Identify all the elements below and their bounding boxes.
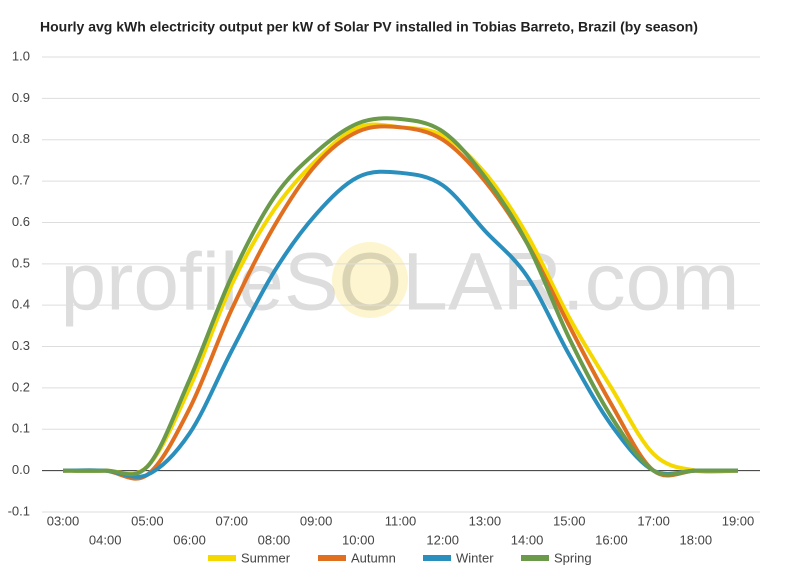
y-tick-label: 0.6 [12,214,30,229]
y-tick-label: 0.8 [12,131,30,146]
chart-title: Hourly avg kWh electricity output per kW… [40,19,698,35]
legend-label: Winter [456,550,494,565]
y-tick-label: 0.4 [12,297,30,312]
legend-label: Summer [241,550,291,565]
x-tick-label: 16:00 [595,532,628,547]
x-tick-label: 14:00 [511,532,544,547]
y-tick-label: 0.1 [12,421,30,436]
legend-swatch [521,555,549,561]
x-tick-label: 19:00 [722,513,755,528]
legend-swatch [423,555,451,561]
legend-label: Autumn [351,550,396,565]
x-tick-label: 11:00 [385,513,417,528]
y-tick-label: 1.0 [12,48,30,63]
x-tick-label: 05:00 [131,513,164,528]
x-tick-label: 17:00 [637,513,670,528]
legend-swatch [208,555,236,561]
x-tick-label: 13:00 [469,513,502,528]
x-tick-label: 03:00 [47,513,80,528]
x-tick-label: 15:00 [553,513,586,528]
y-tick-label: 0.0 [12,462,30,477]
x-tick-label: 09:00 [300,513,333,528]
watermark-sun [332,242,408,318]
y-tick-label: -0.1 [8,503,30,518]
y-tick-label: 0.5 [12,255,30,270]
watermark: profileSOLAR.com [60,237,739,328]
y-tick-label: 0.3 [12,338,30,353]
x-tick-label: 08:00 [258,532,291,547]
series-line [62,169,738,479]
x-tick-label: 18:00 [680,532,713,547]
x-tick-label: 12:00 [426,532,459,547]
legend-swatch [318,555,346,561]
x-tick-label: 06:00 [173,532,206,547]
y-tick-label: 0.9 [12,90,30,105]
x-tick-label: 07:00 [215,513,248,528]
y-tick-label: 0.7 [12,173,30,188]
y-tick-label: 0.2 [12,379,30,394]
legend-label: Spring [554,550,592,565]
series-line [62,116,738,477]
x-tick-label: 04:00 [89,532,122,547]
series-line [62,124,738,481]
x-tick-label: 10:00 [342,532,375,547]
